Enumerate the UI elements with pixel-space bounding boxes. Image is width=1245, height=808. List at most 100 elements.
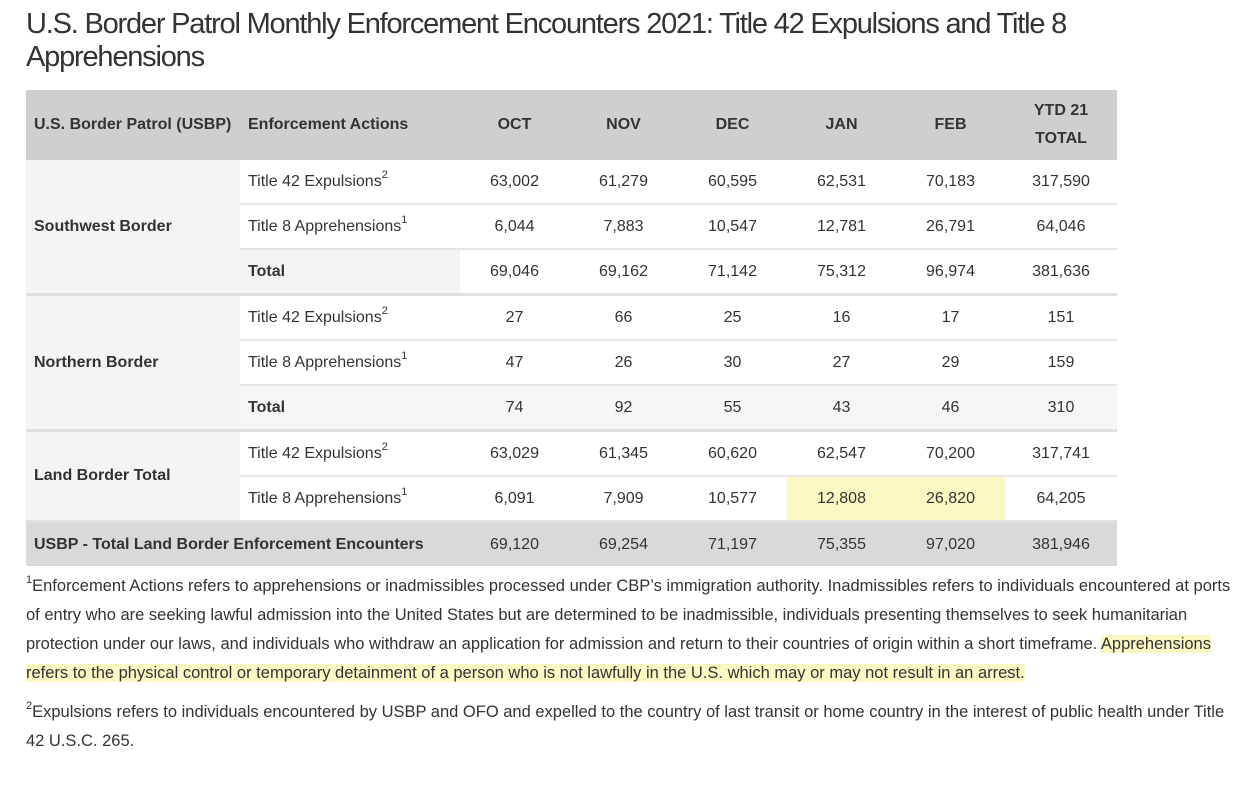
value-cell: 10,547 — [678, 204, 787, 250]
value: 71,142 — [708, 262, 757, 280]
value: 17 — [941, 308, 960, 326]
value-cell: 7,883 — [569, 204, 678, 250]
footnotes: 1Enforcement Actions refers to apprehens… — [26, 572, 1241, 766]
value: 64,205 — [1036, 489, 1086, 507]
value: 55 — [723, 398, 742, 416]
action-label: Title 8 Apprehensions — [248, 217, 402, 235]
value: 6,091 — [494, 489, 535, 507]
value: 46 — [941, 398, 960, 416]
value: 159 — [1047, 353, 1075, 371]
value-cell: 159 — [1005, 340, 1117, 386]
value-cell: 74 — [460, 385, 569, 432]
table-row: Title 8 Apprehensions1 47 26 30 27 29 159 — [26, 340, 1117, 386]
highlighted-value-cell: 26,820 — [896, 476, 1005, 523]
action-cell: Title 8 Apprehensions1 — [240, 204, 460, 250]
footnote-marker: 1 — [401, 485, 408, 498]
header-feb: FEB — [896, 90, 1005, 160]
table-row: Southwest Border Title 42 Expulsions2 63,0… — [26, 160, 1117, 296]
highlighted-value-cell: 12,808 — [787, 476, 896, 523]
value: 60,620 — [708, 444, 757, 462]
value: 27 — [832, 353, 851, 371]
footer-row: USBP - Total Land Border Enforcement Enc… — [26, 521, 1117, 566]
header-usbp: U.S. Border Patrol (USBP) — [26, 90, 240, 160]
header-actions: Enforcement Actions — [240, 90, 460, 160]
value: 10,547 — [708, 217, 757, 235]
action-cell: Title 42 Expulsions2 — [240, 430, 460, 477]
header-oct: OCT — [460, 90, 569, 160]
value-cell: 70,183 — [896, 160, 1005, 205]
value-cell: 64,046 — [1005, 204, 1117, 250]
value-cell: 60,595 — [678, 160, 787, 205]
value: 310 — [1047, 398, 1075, 416]
value-cell: 17 — [896, 294, 1005, 341]
value-cell: 26 — [569, 340, 678, 386]
footer-value: 69,120 — [460, 521, 569, 566]
value-cell: 6,091 — [460, 476, 569, 523]
value: 92 — [614, 398, 633, 416]
value: 26,820 — [926, 489, 975, 507]
table-row: Total 69,046 69,162 71,142 75,312 96,974 381,6… — [26, 249, 1117, 296]
footnote-marker: 2 — [381, 168, 388, 181]
footer-value: 69,254 — [569, 521, 678, 566]
value-cell: 69,162 — [569, 249, 678, 296]
footnote-marker: 1 — [26, 574, 33, 586]
value-cell: 6,044 — [460, 204, 569, 250]
value-cell: 151 — [1005, 294, 1117, 341]
value: 62,531 — [817, 172, 866, 190]
value: 317,590 — [1032, 172, 1090, 190]
value-cell: 10,577 — [678, 476, 787, 523]
action-label: Title 42 Expulsions — [248, 308, 382, 326]
table-row: Land Border Total Title 42 Expulsions2 63,… — [26, 430, 1117, 523]
value: 7,883 — [603, 217, 644, 235]
value: 317,741 — [1032, 444, 1090, 462]
action-cell: Title 8 Apprehensions1 — [240, 340, 460, 386]
action-cell: Total — [240, 249, 460, 296]
footer-value: 71,197 — [678, 521, 787, 566]
value: 26,791 — [926, 217, 975, 235]
footnote-text: Enforcement Actions refers to apprehensi… — [26, 577, 1231, 653]
action-label: Total — [248, 262, 286, 280]
action-label: Title 8 Apprehensions — [248, 353, 402, 371]
value-cell: 43 — [787, 385, 896, 432]
encounters-table: U.S. Border Patrol (USBP) Enforcement Ac… — [26, 90, 1117, 566]
value-cell: 71,142 — [678, 249, 787, 296]
value-cell: 69,046 — [460, 249, 569, 296]
group-label: Southwest Border — [26, 160, 240, 296]
value-cell: 47 — [460, 340, 569, 386]
value-cell: 46 — [896, 385, 1005, 432]
value-cell: 64,205 — [1005, 476, 1117, 523]
footnote-marker: 1 — [401, 213, 408, 226]
value-cell: 317,741 — [1005, 430, 1117, 477]
value: 66 — [614, 308, 633, 326]
action-label: Total — [248, 398, 286, 416]
action-cell: Title 8 Apprehensions1 — [240, 476, 460, 523]
value: 70,183 — [926, 172, 975, 190]
value-cell: 75,312 — [787, 249, 896, 296]
action-cell: Title 42 Expulsions2 — [240, 160, 460, 205]
value-cell: 29 — [896, 340, 1005, 386]
value-cell: 25 — [678, 294, 787, 341]
value: 381,636 — [1032, 262, 1090, 280]
value-cell: 61,279 — [569, 160, 678, 205]
value: 7,909 — [603, 489, 644, 507]
value-cell: 63,029 — [460, 430, 569, 477]
value: 29 — [941, 353, 960, 371]
table-row: Northern Border Title 42 Expulsions2 27 66 2… — [26, 294, 1117, 432]
value: 12,781 — [817, 217, 866, 235]
group-label: Northern Border — [26, 294, 240, 432]
action-cell: Total — [240, 385, 460, 432]
footer-value: 381,946 — [1005, 521, 1117, 566]
value-cell: 27 — [460, 294, 569, 341]
value: 16 — [832, 308, 851, 326]
table-row: Title 8 Apprehensions1 6,091 7,909 10,577 12… — [26, 476, 1117, 523]
value-cell: 16 — [787, 294, 896, 341]
value: 64,046 — [1036, 217, 1086, 235]
value-cell: 317,590 — [1005, 160, 1117, 205]
value: 60,595 — [708, 172, 757, 190]
value-cell: 381,636 — [1005, 249, 1117, 296]
value: 75,312 — [817, 262, 866, 280]
value: 43 — [832, 398, 851, 416]
value: 30 — [723, 353, 742, 371]
value-cell: 62,531 — [787, 160, 896, 205]
value-cell: 26,791 — [896, 204, 1005, 250]
